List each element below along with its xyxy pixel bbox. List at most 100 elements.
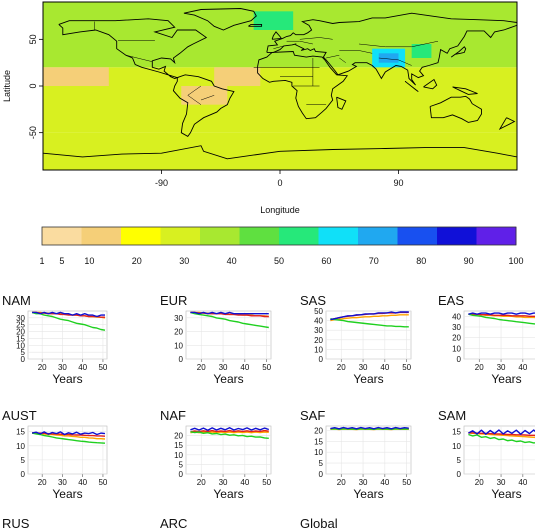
panel-ytick-label-2: 10 (16, 442, 25, 451)
panel-ytick-label-2: 20 (452, 334, 461, 343)
bottom-panel-titles: RUS ARC Global (2, 516, 338, 530)
panel-xtick-label-0: 20 (475, 363, 484, 372)
border-14 (187, 85, 202, 105)
panel-xtick-label-2: 40 (380, 478, 389, 487)
panel-x-axis-label: Years (353, 372, 383, 386)
panel-ytick-label-0: 0 (21, 470, 26, 479)
panel-ytick-label-6: 30 (16, 314, 25, 323)
panel-xtick-label-0: 20 (475, 478, 484, 487)
panel-xtick-label-1: 30 (359, 478, 368, 487)
panel-xtick-label-2: 40 (518, 478, 527, 487)
panel-ytick-label-0: 0 (179, 355, 184, 364)
panel-series-line-3 (32, 311, 105, 318)
panel-xtick-label-3: 50 (262, 363, 271, 372)
panel-title-naf: NAF (160, 408, 186, 423)
coastline-9 (423, 78, 438, 90)
colorbar-swatch-5 (239, 227, 280, 245)
coastline-12 (498, 117, 516, 130)
coastline-0 (58, 18, 208, 79)
panel-title-sam: SAM (438, 408, 466, 423)
panel-series-line-3 (190, 311, 269, 315)
panel-x-axis-label: Years (491, 487, 521, 501)
panel-ytick-label-0: 0 (179, 470, 184, 479)
panel-series-line-3 (330, 426, 409, 430)
colorbar-swatch-3 (160, 227, 201, 245)
panel-series-line-2 (31, 311, 106, 331)
map-region-0 (43, 67, 109, 86)
panel-xtick-label-1: 30 (219, 478, 228, 487)
panel-xtick-label-3: 50 (98, 478, 107, 487)
colorbar-swatch-8 (358, 227, 398, 245)
panel-series-line-2 (330, 428, 409, 430)
panel-ytick-label-1: 10 (452, 344, 461, 353)
coastline-6 (271, 31, 283, 40)
panel-ytick-label-5: 50 (314, 307, 323, 316)
panel-ytick-label-4: 20 (314, 426, 323, 435)
panel-series-line-3 (330, 311, 409, 321)
panel-ytick-label-3: 15 (452, 428, 461, 437)
panel-ytick-label-3: 15 (16, 334, 25, 343)
panel-ytick-label-2: 10 (314, 448, 323, 457)
panel-xtick-label-2: 40 (240, 363, 249, 372)
border-11 (358, 40, 439, 48)
panel-x-axis-label: Years (52, 372, 82, 386)
panel-x-axis-label: Years (353, 487, 383, 501)
panel-series-line-2 (468, 313, 535, 325)
colorbar-swatch-6 (279, 227, 319, 245)
coastline-14 (248, 23, 263, 27)
colorbar-swatch-9 (397, 227, 438, 245)
panel-xtick-label-0: 20 (337, 478, 346, 487)
panel-xtick-label-3: 50 (402, 478, 411, 487)
panel-ytick-label-2: 10 (452, 442, 461, 451)
colorbar-tick-7: 60 (321, 256, 331, 266)
panel-series-line-0 (190, 431, 269, 434)
panel-plot-area (27, 310, 108, 360)
panel-ytick-label-0: 0 (319, 355, 324, 364)
panel-xtick-label-2: 40 (78, 478, 87, 487)
border-2 (125, 54, 153, 62)
panel-x-axis-label: Years (491, 372, 521, 386)
panel-series-line-1 (32, 432, 106, 437)
panel-ytick-label-4: 40 (314, 317, 323, 326)
colorbar-tick-5: 40 (227, 256, 237, 266)
panel-xtick-label-0: 20 (197, 363, 206, 372)
panel-ytick-label-2: 20 (314, 336, 323, 345)
colorbar-tick-11: 100 (508, 256, 523, 266)
panel-series-line-2 (190, 431, 269, 439)
panel-title-global: Global (300, 516, 338, 530)
colorbar-swatch-1 (81, 227, 122, 245)
map-ytick-label-1: 0 (28, 83, 38, 88)
panel-ytick-label-3: 15 (174, 441, 183, 450)
colorbar-swatch-0 (42, 227, 82, 245)
panel-x-axis-label: Years (52, 487, 82, 501)
panel-x-axis-label: Years (213, 487, 243, 501)
panel-title-sas: SAS (300, 293, 326, 308)
panel-series-line-2 (468, 433, 535, 444)
coastline-7 (450, 46, 467, 58)
panel-ytick-label-1: 10 (314, 345, 323, 354)
colorbar-tick-8: 70 (369, 256, 379, 266)
border-15 (200, 95, 215, 101)
colorbar-tick-1: 5 (59, 256, 64, 266)
panel-title-eur: EUR (160, 293, 187, 308)
panel-x-axis-label: Years (213, 372, 243, 386)
colorbar-tick-6: 50 (274, 256, 284, 266)
colorbar-swatch-10 (437, 227, 477, 245)
colorbar-swatch-4 (200, 227, 240, 245)
border-12 (339, 50, 373, 54)
panel-ytick-label-0: 0 (21, 355, 26, 364)
map-band-2 (43, 67, 517, 133)
panel-ytick-label-1: 10 (174, 341, 183, 350)
border-10 (299, 37, 333, 40)
panel-xtick-label-2: 40 (380, 363, 389, 372)
panel-xtick-label-1: 30 (58, 478, 67, 487)
panel-xtick-label-3: 50 (262, 478, 271, 487)
coastline-11 (336, 96, 347, 110)
panel-plot-area (185, 425, 272, 475)
panel-ytick-label-1: 5 (21, 348, 26, 357)
panel-series-line-3 (468, 312, 535, 315)
panel-ytick-label-1: 5 (457, 456, 462, 465)
colorbar-frame (41, 226, 517, 246)
